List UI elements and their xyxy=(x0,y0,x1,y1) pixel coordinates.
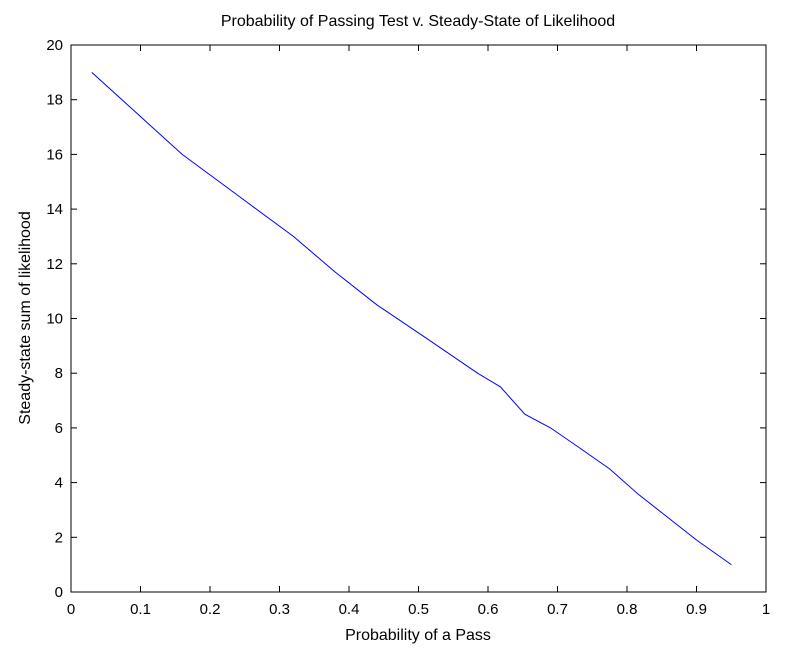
plot-frame xyxy=(70,44,767,593)
x-tick-label: 0.7 xyxy=(547,601,568,618)
x-tick-label: 0.5 xyxy=(408,601,429,618)
x-axis-title: Probability of a Pass xyxy=(345,627,491,644)
series-line xyxy=(91,72,732,566)
y-tick-label: 10 xyxy=(46,311,63,328)
x-tick-label: 0.1 xyxy=(130,601,151,618)
x-tick-label: 0.8 xyxy=(617,601,638,618)
x-tick-label: 0 xyxy=(67,601,75,618)
y-tick-label: 16 xyxy=(46,146,63,163)
x-tick-label: 0.2 xyxy=(200,601,221,618)
chart-title: Probability of Passing Test v. Steady-St… xyxy=(221,13,615,30)
y-tick-label: 4 xyxy=(55,475,63,492)
y-axis-title: Steady-state sum of likelihood xyxy=(17,211,34,424)
y-tick-label: 8 xyxy=(55,365,63,382)
y-tick-label: 18 xyxy=(46,92,63,109)
y-tick-label: 2 xyxy=(55,529,63,546)
x-tick-label: 1 xyxy=(762,601,770,618)
y-tick-label: 0 xyxy=(55,584,63,601)
y-tick-label: 6 xyxy=(55,420,63,437)
x-tick-label: 0.3 xyxy=(269,601,290,618)
plot-area: 0 0.1 0.2 0.3 0.4 0.5 0.6 0.7 0.8 0.9 102468101214… xyxy=(46,37,770,618)
x-tick-label: 0.6 xyxy=(478,601,499,618)
x-tick-label: 0.4 xyxy=(339,601,360,618)
y-tick-label: 20 xyxy=(46,37,63,54)
x-tick-label: 0.9 xyxy=(686,601,707,618)
y-tick-label: 14 xyxy=(46,201,63,218)
y-tick-label: 12 xyxy=(46,256,63,273)
